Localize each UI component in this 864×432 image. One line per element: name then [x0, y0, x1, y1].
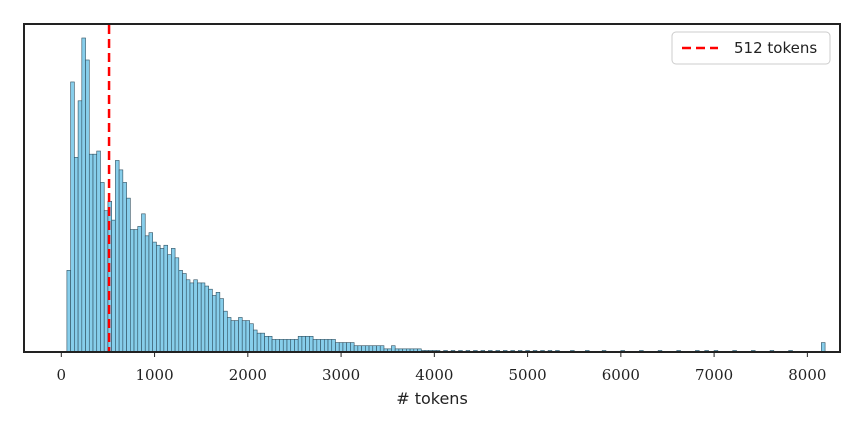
histogram-bar [305, 335, 310, 353]
histogram-bar [197, 282, 202, 353]
histogram-bar [230, 320, 236, 353]
histogram-bar [100, 182, 105, 353]
histogram-bar [309, 335, 314, 353]
histogram-bar [92, 153, 98, 353]
histogram-bar [342, 342, 347, 353]
x-axis-label: # tokens [396, 389, 468, 408]
histogram-bar [312, 339, 318, 353]
plot-frame [23, 23, 841, 353]
histogram-bar [130, 229, 135, 353]
histogram-bar [156, 244, 161, 353]
histogram-bar [219, 298, 224, 353]
histogram-bar [144, 235, 150, 353]
histogram-bar [200, 282, 206, 353]
histogram-bar [245, 320, 250, 353]
histogram-bar [174, 257, 180, 353]
histogram-bar [137, 226, 142, 353]
histogram-bar [275, 339, 280, 353]
x-tick-label: 3000 [322, 366, 360, 384]
x-ticks-group: 0 1000 2000 3000 4000 5000 6000 7000 8000 [57, 352, 826, 384]
x-tick-label: 0 [57, 366, 67, 384]
histogram-bar [316, 339, 321, 353]
histogram-bar [118, 169, 124, 353]
histogram-bar [167, 254, 172, 353]
histogram-bar [215, 292, 221, 353]
legend: 512 tokens [671, 31, 831, 65]
histogram-bar [297, 335, 303, 353]
histogram-bar [133, 229, 139, 353]
histogram-bar [115, 160, 120, 353]
histogram-bar [185, 279, 191, 353]
histogram-bar [171, 248, 176, 353]
histogram-bar [282, 339, 288, 353]
histogram-bar [260, 332, 265, 353]
histogram-bar [331, 339, 336, 353]
legend-label-512-tokens: 512 tokens [734, 39, 817, 57]
x-tick-label: 8000 [788, 366, 826, 384]
histogram-bar [294, 339, 299, 353]
histogram-bar [268, 335, 273, 353]
histogram-bar [241, 320, 247, 353]
x-tick-label: 6000 [602, 366, 640, 384]
histogram-bar [204, 285, 209, 353]
histogram-bar [223, 310, 228, 353]
histogram-bar [290, 339, 295, 353]
histogram-bar [163, 244, 168, 353]
histogram-bar [148, 232, 153, 353]
histogram-bar [227, 317, 232, 353]
histogram-bar [271, 339, 277, 353]
histogram-bar [323, 339, 329, 353]
histogram-bar [141, 213, 146, 353]
histogram-bar [77, 100, 83, 353]
legend-box [671, 31, 831, 65]
histogram-bar [85, 59, 90, 353]
histogram-bar [152, 241, 157, 353]
histogram-bar [208, 288, 213, 353]
histogram-bar [193, 279, 198, 353]
histogram-bar [74, 157, 79, 353]
histogram-bar [249, 323, 254, 353]
x-tick-label: 1000 [135, 366, 173, 384]
histogram-bar [346, 342, 351, 353]
histogram-bar [126, 197, 131, 353]
histogram-bar [182, 273, 187, 353]
histogram-bar [122, 182, 127, 353]
histogram-bar [335, 342, 340, 353]
histogram-bar [286, 339, 292, 353]
histogram-bar [212, 295, 217, 353]
histogram-bar [327, 339, 333, 353]
histogram-bar [159, 248, 165, 353]
x-tick-label: 5000 [508, 366, 546, 384]
histogram-bar [238, 317, 243, 353]
histogram-bar [111, 219, 116, 353]
histogram-bar [301, 335, 306, 353]
histogram-bar [338, 342, 344, 353]
x-tick-label: 7000 [695, 366, 733, 384]
histogram-bar [821, 342, 826, 353]
x-tick-label: 4000 [415, 366, 453, 384]
histogram-bar [189, 282, 195, 353]
histogram-bar [279, 339, 284, 353]
histogram-bar [66, 270, 71, 353]
histogram-bar [178, 270, 183, 353]
x-tick-label: 2000 [229, 366, 267, 384]
histogram-bar [70, 81, 75, 353]
histogram-bar [253, 329, 258, 353]
histogram-bar [320, 339, 325, 353]
histogram-bar [96, 150, 101, 353]
histogram-bar [256, 332, 262, 353]
histogram-bar [264, 335, 269, 353]
histogram-bar [88, 153, 94, 353]
histogram-bar [350, 342, 355, 353]
histogram-bar [103, 210, 109, 353]
histogram-bar [81, 37, 86, 353]
histogram-bar [234, 320, 239, 353]
